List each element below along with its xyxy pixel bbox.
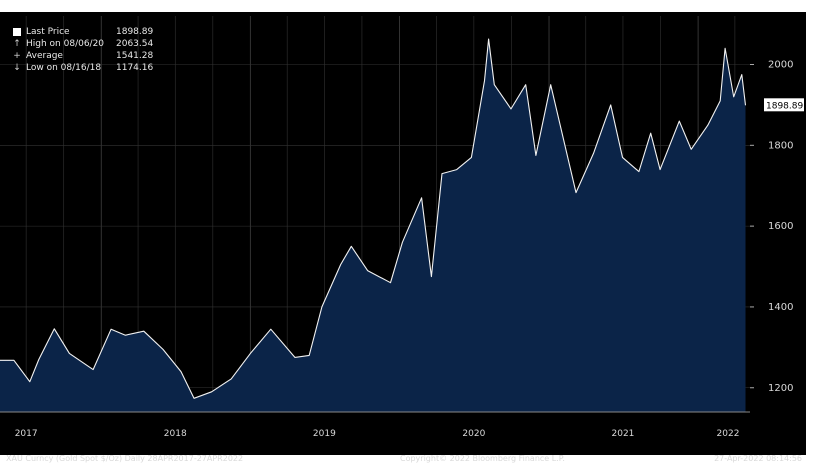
- x-tick-label: 2019: [313, 429, 336, 439]
- last-price-marker: [764, 98, 804, 112]
- chart-panel: 1200 1400 1600 1800 2000 2017 2018 2019 2020 202…: [0, 12, 806, 463]
- legend-item-average: + Average 1541.28: [12, 50, 153, 62]
- legend-label: Last Price: [26, 27, 70, 37]
- legend-item-last-price: Last Price 1898.89: [12, 26, 153, 38]
- security-description: XAU Curncy (Gold Spot $/Oz) Daily 28APR2…: [6, 454, 244, 463]
- x-tick-label: 2021: [612, 429, 635, 439]
- square-icon: [13, 28, 21, 36]
- legend: Last Price 1898.89 ↑ High on 08/06/20 20…: [12, 26, 153, 74]
- legend-value: 1541.28: [116, 51, 154, 61]
- y-tick-label: 1400: [768, 302, 793, 313]
- legend-item-low: ↓ Low on 08/16/18 1174.16: [12, 62, 153, 74]
- legend-label: Low on 08/16/18: [26, 63, 102, 73]
- last-price-marker-label: 1898.89: [766, 101, 803, 111]
- y-tick-label: 1200: [768, 383, 793, 394]
- x-tick-label: 2020: [462, 429, 485, 439]
- gold-price-chart: 1200 1400 1600 1800 2000 2017 2018 2019 2020 202…: [0, 16, 804, 439]
- timestamp: 27-Apr-2022 08:14:56: [714, 454, 802, 463]
- legend-label: Average: [26, 51, 63, 61]
- y-tick-label: 1800: [768, 140, 793, 151]
- legend-item-high: ↑ High on 08/06/20 2063.54: [12, 38, 153, 50]
- x-axis: 2017 2018 2019 2020 2021 2022: [0, 411, 750, 439]
- legend-value: 1174.16: [116, 63, 154, 73]
- y-tick-label: 1600: [768, 221, 793, 232]
- price-area-fill: [0, 39, 746, 412]
- x-tick-label: 2017: [15, 429, 38, 439]
- arrow-up-icon: ↑: [13, 39, 21, 49]
- legend-value: 1898.89: [116, 27, 154, 37]
- last-price-marker-group: 1898.89: [764, 98, 804, 112]
- price-line: [0, 38, 747, 399]
- y-tick-label: 2000: [768, 59, 793, 70]
- price-area: [0, 38, 747, 412]
- legend-label: High on 08/06/20: [26, 39, 105, 49]
- copyright-text: Copyright© 2022 Bloomberg Finance L.P.: [400, 454, 565, 463]
- chart-footer: XAU Curncy (Gold Spot $/Oz) Daily 28APR2…: [0, 453, 806, 467]
- y-axis: 1200 1400 1600 1800 2000: [750, 59, 793, 394]
- x-tick-label: 2018: [164, 429, 187, 439]
- legend-value: 2063.54: [116, 39, 154, 49]
- dash-icon: +: [13, 51, 21, 61]
- arrow-down-icon: ↓: [13, 63, 21, 73]
- x-tick-label: 2022: [717, 429, 740, 439]
